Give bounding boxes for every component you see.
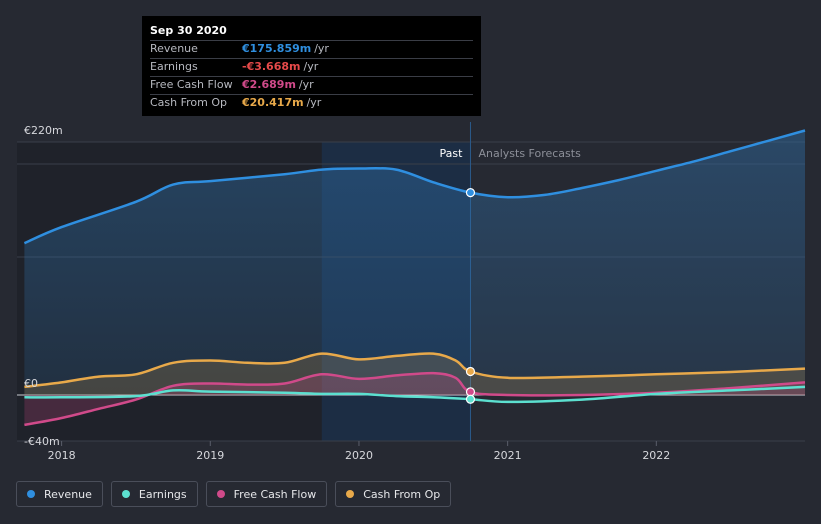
x-tick-label: 2018 [48,449,76,462]
tooltip-date: Sep 30 2020 [150,24,227,37]
tooltip-label: Free Cash Flow [150,78,233,91]
free-cash-flow-dot-icon [216,490,225,498]
y-tick-label: €0 [24,377,38,390]
legend-label: Free Cash Flow [233,487,317,501]
revenue-marker [465,188,476,198]
x-tick-label: 2022 [642,449,670,462]
legend-item-cash-from-op[interactable]: Cash From Op [335,481,452,507]
cash-from-op-dot-icon [346,490,355,498]
legend-item-earnings[interactable]: Earnings [110,481,198,507]
chart-legend: Revenue Earnings Free Cash Flow Cash Fro… [16,481,452,507]
tooltip-label: Cash From Op [150,96,228,109]
earnings-line [24,385,806,404]
tooltip-row-free-cash-flow: Free Cash Flow €2.689m /yr [150,76,473,94]
cash-from-op-line [24,352,806,389]
revenue-area [24,130,805,395]
tooltip-value: €175.859m [242,42,312,55]
tooltip-unit: /yr [303,60,319,73]
x-tick-label: 2019 [196,449,224,462]
revenue-line [23,129,806,245]
earnings-marker [465,394,476,404]
cash-from-op-marker [465,366,476,377]
y-tick-label: -€40m [24,435,60,448]
legend-item-revenue[interactable]: Revenue [16,481,103,507]
x-tick-label: 2020 [345,449,373,462]
tooltip-label: Earnings [150,60,198,73]
revenue-dot-icon [27,490,35,498]
y-tick-label: €220m [24,124,63,137]
tooltip-row-cash-from-op: Cash From Op €20.417m /yr [150,94,473,112]
tooltip-value: €20.417m [242,96,304,109]
free-cash-flow-area [24,373,805,425]
free-cash-flow-line [24,371,806,427]
tooltip-unit: /yr [298,78,314,91]
legend-label: Revenue [44,487,92,501]
legend-label: Earnings [138,487,187,501]
earnings-dot-icon [121,490,130,498]
legend-item-free-cash-flow[interactable]: Free Cash Flow [205,481,328,507]
tooltip-value: €2.689m [242,78,296,91]
tooltip-label: Revenue [150,42,198,55]
data-tooltip: Sep 30 2020 Revenue €175.859m /yr Earnin… [142,16,481,116]
tooltip-unit: /yr [314,42,329,55]
x-tick-label: 2021 [494,449,522,462]
tooltip-row-revenue: Revenue €175.859m /yr [150,40,473,58]
tooltip-unit: /yr [306,96,322,109]
past-label: Past [440,147,464,160]
tooltip-row-earnings: Earnings -€3.668m /yr [150,58,473,76]
tooltip-value: -€3.668m [242,60,301,73]
forecast-label: Analysts Forecasts [478,147,581,160]
legend-label: Cash From Op [363,487,441,501]
